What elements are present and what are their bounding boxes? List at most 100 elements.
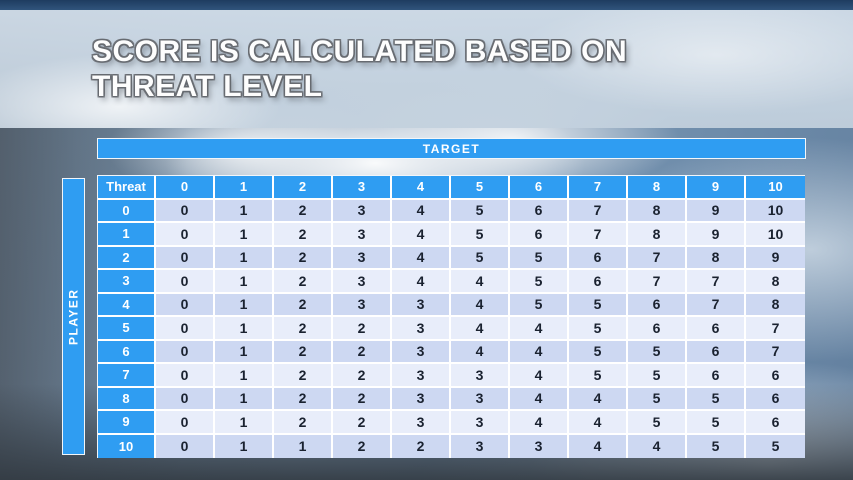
score-cell-t3-c9: 7	[687, 270, 746, 294]
score-matrix-table: Threat 0 1 2 3 4 5 6 7 8 9 10 0 0 1 2 3 4 5 6 7 8 9 10 1 0 1 2 3 4 5…	[97, 175, 805, 458]
score-cell-t7-c3: 2	[333, 364, 392, 388]
title-band: SCORE IS CALCULATED BASED ON THREAT LEVE…	[0, 10, 853, 128]
row-header-threat-1: 1	[98, 223, 156, 247]
row-header-threat-7: 7	[98, 364, 156, 388]
score-cell-t1-c4: 4	[392, 223, 451, 247]
column-header-1: 1	[215, 176, 274, 200]
score-cell-t1-c2: 2	[274, 223, 333, 247]
row-header-threat-10: 10	[98, 434, 156, 458]
score-cell-t6-c8: 5	[628, 340, 687, 364]
score-cell-t9-c5: 3	[451, 411, 510, 435]
score-cell-t6-c4: 3	[392, 340, 451, 364]
score-cell-t10-c3: 2	[333, 434, 392, 458]
score-cell-t10-c0: 0	[156, 434, 215, 458]
score-cell-t5-c6: 4	[510, 317, 569, 341]
score-cell-t4-c7: 5	[569, 293, 628, 317]
row-header-threat-4: 4	[98, 293, 156, 317]
score-cell-t3-c2: 2	[274, 270, 333, 294]
score-cell-t3-c3: 3	[333, 270, 392, 294]
score-cell-t5-c5: 4	[451, 317, 510, 341]
score-cell-t3-c10: 8	[746, 270, 805, 294]
score-cell-t8-c0: 0	[156, 387, 215, 411]
slide-title-line1: SCORE IS CALCULATED BASED ON	[92, 35, 628, 68]
score-cell-t4-c10: 8	[746, 293, 805, 317]
score-cell-t10-c2: 1	[274, 434, 333, 458]
score-cell-t0-c6: 6	[510, 199, 569, 223]
score-cell-t10-c6: 3	[510, 434, 569, 458]
score-cell-t4-c4: 3	[392, 293, 451, 317]
score-cell-t5-c2: 2	[274, 317, 333, 341]
score-cell-t1-c8: 8	[628, 223, 687, 247]
score-cell-t9-c9: 5	[687, 411, 746, 435]
score-cell-t2-c10: 9	[746, 246, 805, 270]
score-cell-t0-c9: 9	[687, 199, 746, 223]
score-row-threat-1: 1 0 1 2 3 4 5 6 7 8 9 10	[98, 223, 805, 247]
score-cell-t7-c6: 4	[510, 364, 569, 388]
score-cell-t6-c7: 5	[569, 340, 628, 364]
score-cell-t3-c5: 4	[451, 270, 510, 294]
score-cell-t5-c1: 1	[215, 317, 274, 341]
score-cell-t10-c1: 1	[215, 434, 274, 458]
score-cell-t2-c6: 5	[510, 246, 569, 270]
score-cell-t5-c10: 7	[746, 317, 805, 341]
score-table-head: Threat 0 1 2 3 4 5 6 7 8 9 10	[98, 176, 805, 200]
score-cell-t0-c10: 10	[746, 199, 805, 223]
score-cell-t0-c3: 3	[333, 199, 392, 223]
score-cell-t4-c2: 2	[274, 293, 333, 317]
score-cell-t0-c1: 1	[215, 199, 274, 223]
score-table-body: 0 0 1 2 3 4 5 6 7 8 9 10 1 0 1 2 3 4 5 6 7 8 9 10 2 0 1 2 3 4 5 5 6 7 8 9 3 0…	[98, 199, 805, 458]
score-cell-t6-c9: 6	[687, 340, 746, 364]
column-header-0: 0	[156, 176, 215, 200]
score-cell-t8-c1: 1	[215, 387, 274, 411]
column-header-7: 7	[569, 176, 628, 200]
column-header-8: 8	[628, 176, 687, 200]
score-cell-t7-c0: 0	[156, 364, 215, 388]
score-cell-t5-c7: 5	[569, 317, 628, 341]
row-header-threat-9: 9	[98, 411, 156, 435]
score-cell-t7-c1: 1	[215, 364, 274, 388]
score-cell-t8-c8: 5	[628, 387, 687, 411]
score-cell-t7-c10: 6	[746, 364, 805, 388]
score-cell-t0-c7: 7	[569, 199, 628, 223]
score-cell-t0-c4: 4	[392, 199, 451, 223]
score-cell-t9-c7: 4	[569, 411, 628, 435]
score-cell-t6-c6: 4	[510, 340, 569, 364]
score-cell-t8-c5: 3	[451, 387, 510, 411]
score-cell-t10-c4: 2	[392, 434, 451, 458]
score-cell-t0-c0: 0	[156, 199, 215, 223]
top-border-strip	[0, 0, 853, 10]
score-cell-t9-c8: 5	[628, 411, 687, 435]
score-cell-t6-c5: 4	[451, 340, 510, 364]
score-cell-t8-c9: 5	[687, 387, 746, 411]
player-label: PLAYER	[66, 288, 81, 345]
score-cell-t9-c4: 3	[392, 411, 451, 435]
score-cell-t1-c6: 6	[510, 223, 569, 247]
row-header-threat-6: 6	[98, 340, 156, 364]
score-cell-t2-c0: 0	[156, 246, 215, 270]
score-row-threat-0: 0 0 1 2 3 4 5 6 7 8 9 10	[98, 199, 805, 223]
score-cell-t4-c8: 6	[628, 293, 687, 317]
target-label: TARGET	[422, 141, 481, 156]
score-cell-t0-c8: 8	[628, 199, 687, 223]
score-cell-t2-c2: 2	[274, 246, 333, 270]
score-cell-t2-c1: 1	[215, 246, 274, 270]
row-header-threat-2: 2	[98, 246, 156, 270]
column-header-row: Threat 0 1 2 3 4 5 6 7 8 9 10	[98, 176, 805, 200]
score-cell-t5-c4: 3	[392, 317, 451, 341]
score-cell-t10-c9: 5	[687, 434, 746, 458]
corner-header-threat: Threat	[98, 176, 156, 200]
score-cell-t3-c0: 0	[156, 270, 215, 294]
score-cell-t7-c5: 3	[451, 364, 510, 388]
score-cell-t10-c10: 5	[746, 434, 805, 458]
score-cell-t6-c1: 1	[215, 340, 274, 364]
score-cell-t8-c6: 4	[510, 387, 569, 411]
target-axis-header: TARGET	[97, 138, 806, 159]
score-cell-t3-c4: 4	[392, 270, 451, 294]
column-header-3: 3	[333, 176, 392, 200]
score-cell-t9-c2: 2	[274, 411, 333, 435]
score-cell-t9-c0: 0	[156, 411, 215, 435]
